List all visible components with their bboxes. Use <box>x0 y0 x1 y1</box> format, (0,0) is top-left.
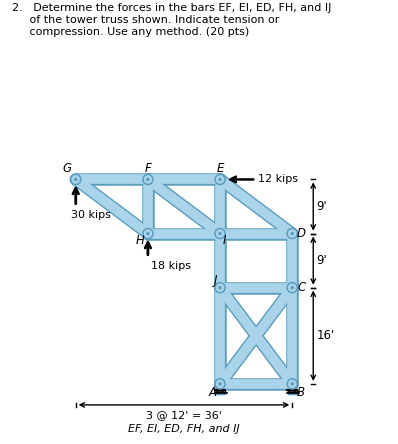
Circle shape <box>217 176 224 183</box>
Text: 3 @ 12' = 36': 3 @ 12' = 36' <box>146 410 222 420</box>
Circle shape <box>287 379 297 389</box>
Circle shape <box>219 233 221 234</box>
Circle shape <box>291 287 293 289</box>
Circle shape <box>217 230 224 237</box>
Circle shape <box>219 178 221 180</box>
Circle shape <box>289 284 296 291</box>
Polygon shape <box>288 392 297 394</box>
Circle shape <box>215 229 225 239</box>
Text: H: H <box>136 234 145 247</box>
Text: I: I <box>223 234 226 247</box>
Polygon shape <box>217 384 224 390</box>
Circle shape <box>219 383 221 385</box>
Text: 9': 9' <box>316 254 327 267</box>
Circle shape <box>291 383 293 385</box>
Circle shape <box>215 282 225 293</box>
Circle shape <box>143 229 153 239</box>
Circle shape <box>147 233 149 234</box>
Circle shape <box>75 178 77 180</box>
Text: 16': 16' <box>316 329 334 342</box>
Circle shape <box>291 233 293 234</box>
Polygon shape <box>215 392 225 394</box>
Circle shape <box>287 229 297 239</box>
Text: F: F <box>144 162 151 175</box>
Text: 2.   Determine the forces in the bars EF, EI, ED, FH, and IJ
     of the tower t: 2. Determine the forces in the bars EF, … <box>12 4 331 36</box>
Text: C: C <box>297 281 305 294</box>
Circle shape <box>143 174 153 185</box>
Text: 9': 9' <box>316 200 327 213</box>
Text: B: B <box>297 386 305 399</box>
Circle shape <box>289 380 296 388</box>
Circle shape <box>70 174 81 185</box>
Text: G: G <box>62 162 72 175</box>
Circle shape <box>147 178 149 180</box>
Text: 18 kips: 18 kips <box>151 261 191 271</box>
Circle shape <box>144 230 152 237</box>
Circle shape <box>72 176 79 183</box>
Text: EF, EI, ED, FH, and IJ: EF, EI, ED, FH, and IJ <box>128 424 240 434</box>
Text: E: E <box>217 162 224 175</box>
Circle shape <box>144 176 152 183</box>
Circle shape <box>215 174 225 185</box>
Circle shape <box>219 287 221 289</box>
Text: D: D <box>297 227 306 240</box>
Circle shape <box>287 282 297 293</box>
Circle shape <box>217 284 224 291</box>
Text: J: J <box>214 274 217 287</box>
Text: 30 kips: 30 kips <box>71 210 111 219</box>
Circle shape <box>217 380 224 388</box>
Text: A: A <box>209 386 217 399</box>
Circle shape <box>215 379 225 389</box>
Polygon shape <box>289 384 296 390</box>
Text: 12 kips: 12 kips <box>258 174 298 184</box>
Circle shape <box>289 230 296 237</box>
